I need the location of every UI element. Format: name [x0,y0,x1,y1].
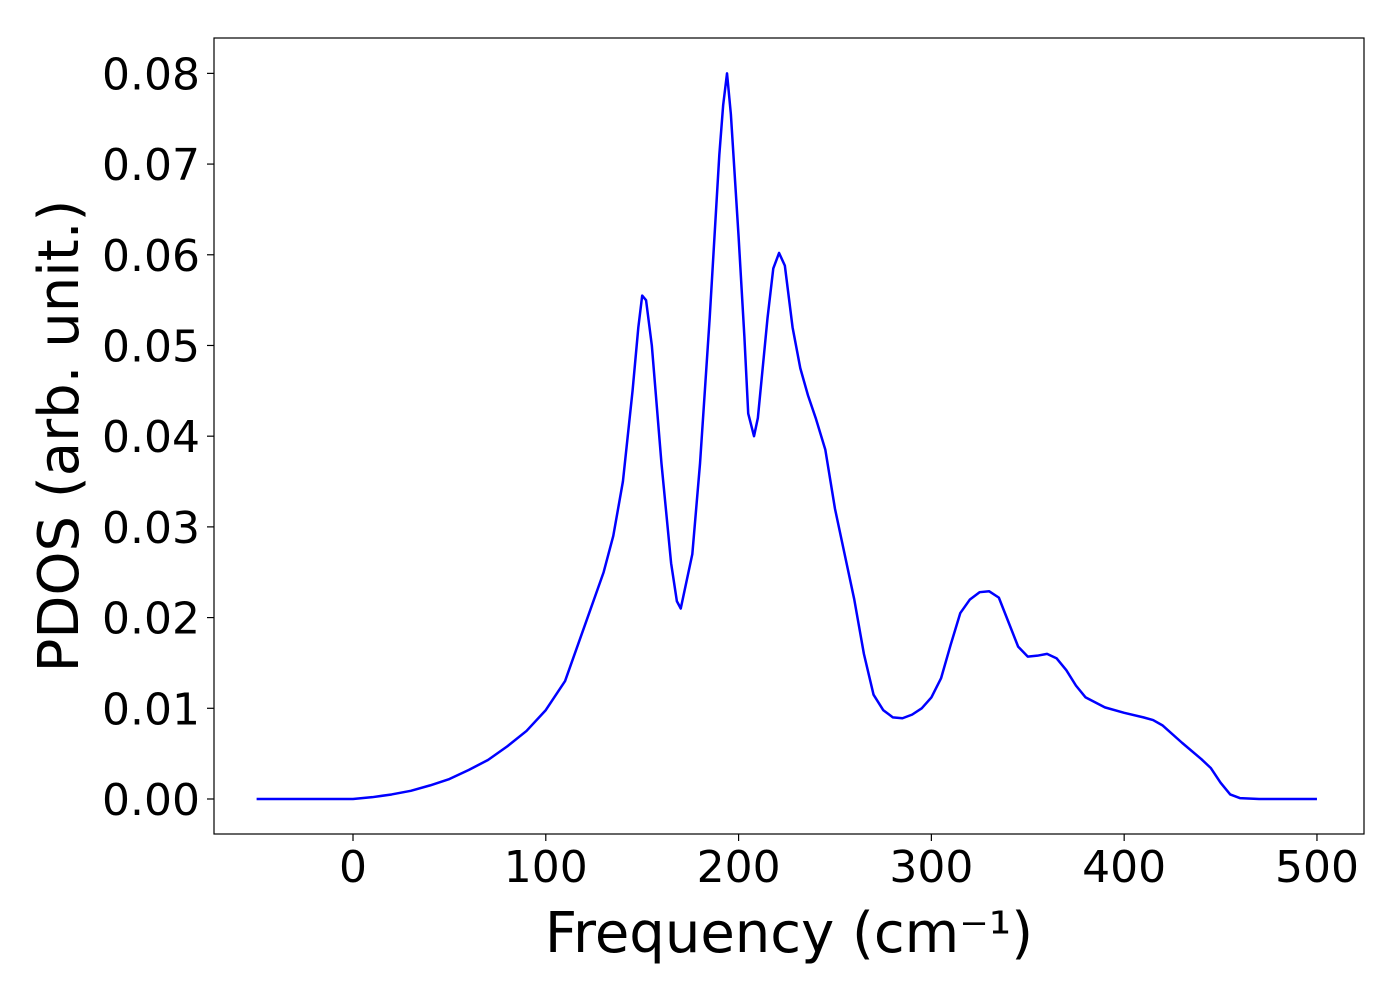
y-tick-label: 0.08 [102,49,200,100]
y-axis-label: PDOS (arb. unit.) [27,200,92,673]
y-tick-label: 0.02 [102,594,200,645]
x-tick-label: 100 [504,842,588,893]
plot-frame [213,37,1365,835]
x-tick-label: 0 [339,842,367,893]
x-tick-label: 400 [1082,842,1166,893]
y-tick-label: 0.07 [102,140,200,191]
x-tick-label: 500 [1275,842,1359,893]
y-tick-label: 0.01 [102,684,200,735]
x-tick-label: 300 [889,842,973,893]
x-tick-label: 200 [697,842,781,893]
y-tick-label: 0.04 [102,412,200,463]
y-tick-label: 0.05 [102,321,200,372]
y-tick-label: 0.00 [102,775,200,826]
y-tick-label: 0.06 [102,231,200,282]
x-axis-label: Frequency (cm⁻¹) [545,901,1033,966]
y-tick-label: 0.03 [102,503,200,554]
data-line [256,72,1317,801]
